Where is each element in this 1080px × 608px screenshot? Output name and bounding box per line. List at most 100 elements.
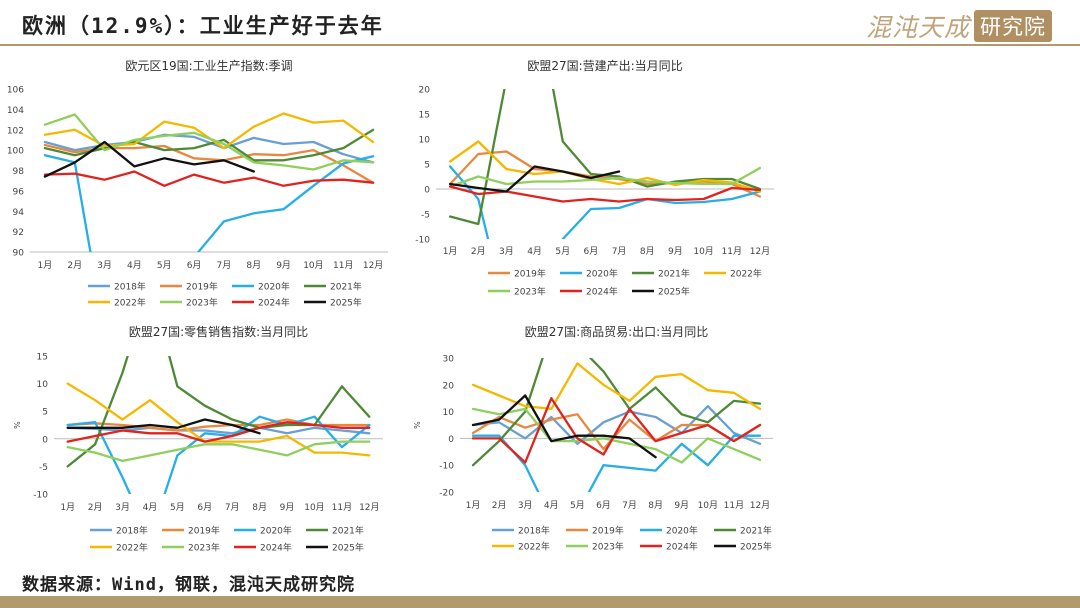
legend-label: 2023年 — [592, 541, 624, 553]
legend-label: 2018年 — [114, 281, 146, 293]
x-tick-label: 10月 — [304, 502, 324, 513]
series-line-2019年 — [448, 150, 762, 198]
series-line-2020年 — [448, 165, 762, 239]
series-line-2020年 — [471, 434, 762, 492]
title-divider — [0, 44, 1080, 46]
y-tick-label: 102 — [7, 126, 24, 136]
chart-title: 欧元区19国:工业生产指数:季调 — [125, 58, 292, 73]
x-tick-label: 5月 — [555, 246, 570, 257]
series-line-2025年 — [448, 165, 621, 193]
chart-svg: 欧盟27国:零售销售指数:当月同比 -10 -5 0 5 10 15% 1月 2月 3月 4月 5月 6… — [13, 324, 383, 554]
x-tick-label: 8月 — [246, 260, 261, 271]
chart-svg: 欧盟27国:商品贸易:出口:当月同比 -20 -10 0 10 20 30% 1月 2月 3月 4月… — [413, 324, 773, 553]
series-line-2021年 — [448, 89, 762, 226]
x-tick-label: 1月 — [38, 260, 53, 271]
page-title: 欧洲（12.9%）：工业生产好于去年 — [22, 14, 384, 38]
legend-label: 2025年 — [658, 286, 690, 298]
x-tick-label: 11月 — [724, 500, 744, 511]
x-tick-label: 4月 — [127, 260, 142, 271]
legend-label: 2025年 — [332, 542, 364, 554]
x-tick-label: 6月 — [197, 502, 212, 513]
x-tick-label: 9月 — [674, 500, 689, 511]
legend-label: 2021年 — [658, 268, 690, 280]
legend-label: 2022年 — [518, 541, 550, 553]
y-tick-label: 20 — [419, 86, 431, 96]
series-line-2020年 — [43, 154, 375, 252]
series-line-2018年 — [66, 426, 371, 435]
y-tick-label: 90 — [13, 249, 25, 259]
x-tick-label: 5月 — [170, 502, 185, 513]
series-line-2023年 — [448, 166, 762, 188]
x-tick-label: 11月 — [333, 260, 353, 271]
y-tick-label: 100 — [7, 147, 24, 157]
legend-label: 2025年 — [740, 541, 772, 553]
series-line-2021年 — [43, 128, 375, 162]
legend-label: 2023年 — [514, 286, 546, 298]
x-tick-label: 10月 — [303, 260, 323, 271]
brand-name: 混沌天成 — [865, 13, 970, 42]
y-tick-label: 10 — [37, 380, 49, 390]
x-tick-label: 9月 — [668, 246, 683, 257]
x-tick-label: 7月 — [217, 260, 232, 271]
series-line-2021年 — [471, 358, 762, 467]
legend-label: 2018年 — [116, 525, 148, 537]
x-tick-label: 4月 — [527, 246, 542, 257]
series-line-2022年 — [66, 382, 371, 457]
y-tick-label: 20 — [443, 381, 455, 391]
x-tick-label: 5月 — [570, 500, 585, 511]
x-tick-label: 3月 — [518, 500, 533, 511]
series-line-2018年 — [471, 405, 762, 445]
chart-title: 欧盟27国:零售销售指数:当月同比 — [129, 324, 308, 339]
legend-label: 2021年 — [740, 525, 772, 537]
y-tick-label: -10 — [439, 462, 454, 472]
chart-retail-sales: 欧盟27国:零售销售指数:当月同比 -10 -5 0 5 10 15% 1月 2月 3月 4月 5月 6… — [0, 322, 400, 567]
y-tick-label: 5 — [424, 161, 430, 171]
chart-svg: 欧盟27国:营建产出:当月同比 -10 -5 0 5 10 15 20 1月 2月 3月 4月 5月 6月… — [415, 59, 774, 298]
x-tick-label: 9月 — [280, 502, 295, 513]
y-tick-label: -10 — [33, 491, 48, 501]
x-tick-label: 1月 — [60, 502, 75, 513]
legend-label: 2019年 — [514, 268, 546, 280]
y-tick-label: 15 — [419, 111, 430, 121]
legend-label: 2020年 — [586, 268, 618, 280]
y-tick-label: 104 — [7, 106, 24, 116]
series-line-2021年 — [66, 356, 371, 468]
y-tick-label: -10 — [415, 236, 430, 246]
legend-label: 2022年 — [114, 297, 146, 309]
y-tick-label: 5 — [42, 408, 48, 418]
x-tick-label: 1月 — [466, 500, 481, 511]
legend-label: 2023年 — [186, 297, 218, 309]
x-tick-label: 2月 — [67, 260, 82, 271]
x-tick-label: 7月 — [225, 502, 240, 513]
chart-svg: 欧元区19国:工业生产指数:季调 90 92 94 96 98 100 102 104 106 1月… — [7, 58, 388, 309]
x-tick-label: 1月 — [443, 246, 458, 257]
x-tick-label: 2月 — [88, 502, 103, 513]
series-line-2023年 — [471, 407, 762, 464]
y-tick-label: 98 — [13, 167, 25, 177]
x-tick-label: 10月 — [698, 500, 718, 511]
series-line-2022年 — [471, 362, 762, 411]
bottom-bar — [0, 596, 1080, 608]
legend-label: 2019年 — [188, 525, 220, 537]
brand-logo: 混沌天成 研究院 — [866, 8, 1052, 44]
series-line-2023年 — [66, 440, 371, 463]
chart-title: 欧盟27国:商品贸易:出口:当月同比 — [525, 324, 708, 339]
x-tick-label: 9月 — [276, 260, 291, 271]
legend-label: 2021年 — [332, 525, 364, 537]
legend-label: 2024年 — [586, 286, 618, 298]
y-tick-label: 0 — [424, 186, 430, 196]
x-tick-label: 11月 — [722, 246, 742, 257]
x-tick-label: 8月 — [252, 502, 267, 513]
x-tick-label: 3月 — [115, 502, 130, 513]
y-tick-label: 10 — [419, 136, 431, 146]
chart-construction-output: 欧盟27国:营建产出:当月同比 -10 -5 0 5 10 15 20 1月 2月 3月 4月 5月 6月… — [400, 56, 800, 316]
legend-label: 2019年 — [592, 525, 624, 537]
y-tick-label: 10 — [443, 408, 455, 418]
x-tick-label: 12月 — [359, 502, 379, 513]
legend-label: 2020年 — [666, 525, 698, 537]
chart-industrial-production: 欧元区19国:工业生产指数:季调 90 92 94 96 98 100 102 104 106 1月… — [0, 56, 400, 316]
chart-goods-exports: 欧盟27国:商品贸易:出口:当月同比 -20 -10 0 10 20 30% 1月 2月 3月 4月… — [400, 322, 800, 567]
x-tick-label: 12月 — [750, 246, 770, 257]
series-line-2024年 — [471, 397, 762, 464]
y-tick-label: 106 — [7, 86, 24, 96]
